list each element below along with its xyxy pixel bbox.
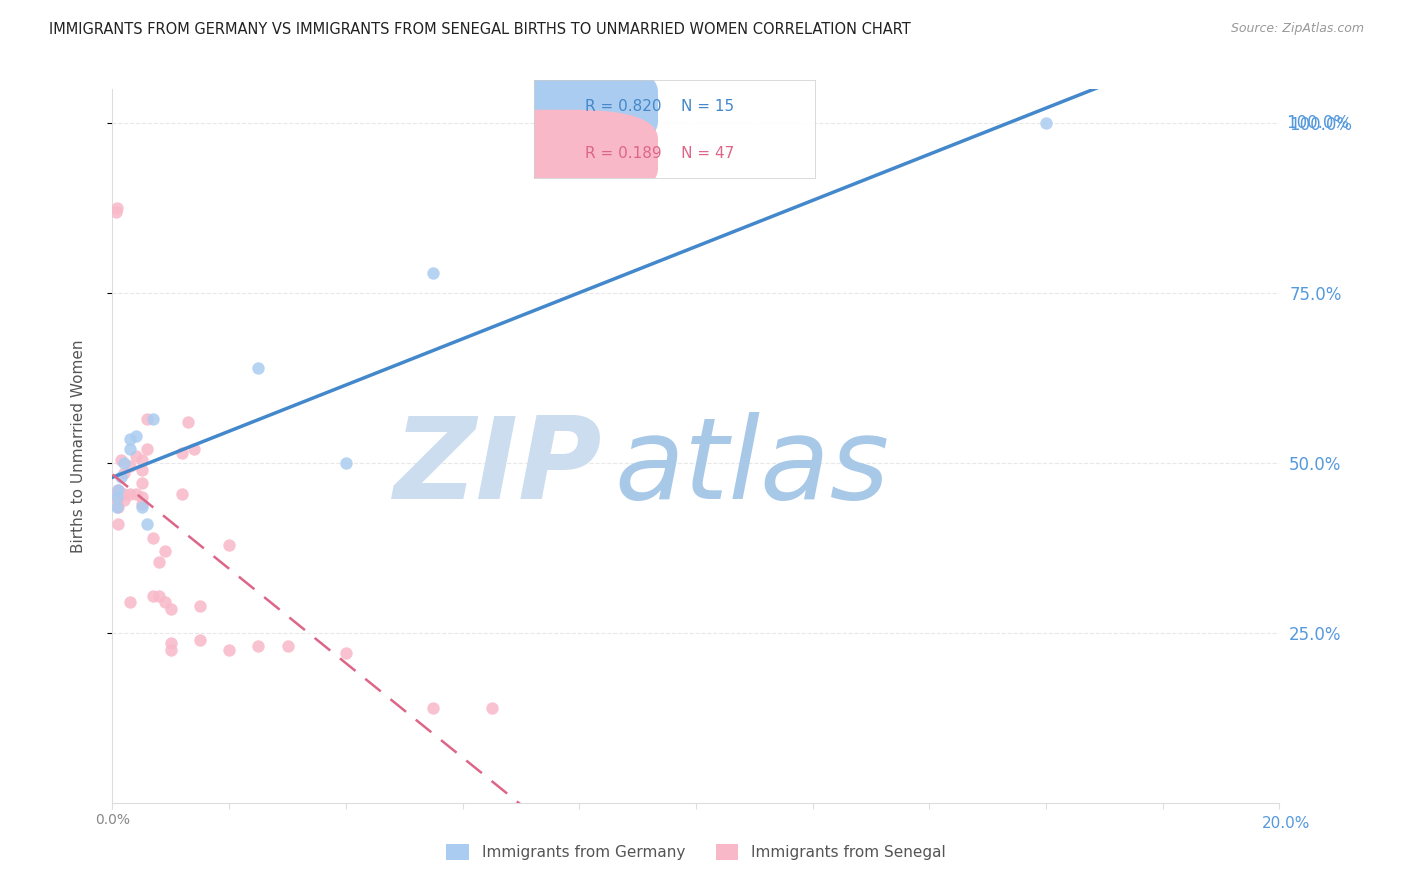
- Point: [118, 486, 141, 500]
- Point: [125, 449, 148, 463]
- Point: [148, 589, 170, 603]
- Point: [112, 493, 135, 508]
- Text: IMMIGRANTS FROM GERMANY VS IMMIGRANTS FROM SENEGAL BIRTHS TO UNMARRIED WOMEN COR: IMMIGRANTS FROM GERMANY VS IMMIGRANTS FR…: [49, 22, 911, 37]
- Point: [131, 476, 153, 491]
- Text: 100.0%: 100.0%: [1286, 114, 1350, 132]
- Point: [105, 493, 128, 508]
- Point: [104, 486, 127, 500]
- Point: [131, 490, 153, 504]
- Text: atlas: atlas: [614, 412, 890, 523]
- Point: [107, 483, 129, 498]
- Point: [153, 595, 176, 609]
- Point: [105, 490, 128, 504]
- FancyBboxPatch shape: [456, 110, 658, 198]
- Point: [107, 500, 129, 515]
- Point: [110, 469, 132, 483]
- Text: ZIP: ZIP: [394, 412, 603, 523]
- Point: [148, 555, 170, 569]
- Point: [107, 483, 129, 498]
- Point: [160, 636, 183, 650]
- Point: [136, 517, 159, 532]
- Point: [131, 497, 153, 511]
- Point: [105, 201, 128, 215]
- Point: [481, 700, 503, 714]
- Point: [188, 632, 211, 647]
- Point: [118, 595, 141, 609]
- Point: [218, 537, 240, 551]
- Point: [160, 602, 183, 616]
- Point: [188, 599, 211, 613]
- Point: [142, 589, 165, 603]
- Point: [118, 459, 141, 474]
- Point: [125, 429, 148, 443]
- Point: [118, 442, 141, 457]
- Point: [422, 266, 444, 280]
- Point: [422, 700, 444, 714]
- Point: [247, 360, 270, 375]
- Point: [1035, 116, 1057, 130]
- Legend: Immigrants from Germany, Immigrants from Senegal: Immigrants from Germany, Immigrants from…: [440, 838, 952, 866]
- Point: [104, 204, 127, 219]
- Text: Source: ZipAtlas.com: Source: ZipAtlas.com: [1230, 22, 1364, 36]
- Point: [276, 640, 298, 654]
- Text: 20.0%: 20.0%: [1263, 816, 1310, 830]
- Point: [172, 446, 194, 460]
- Point: [131, 500, 153, 515]
- Point: [335, 456, 357, 470]
- Point: [118, 432, 141, 446]
- Point: [172, 486, 194, 500]
- Point: [335, 646, 357, 660]
- Point: [107, 517, 129, 532]
- Point: [142, 412, 165, 426]
- Point: [131, 463, 153, 477]
- Point: [218, 643, 240, 657]
- Point: [131, 452, 153, 467]
- Point: [247, 640, 270, 654]
- Point: [112, 466, 135, 480]
- Point: [136, 412, 159, 426]
- Point: [125, 486, 148, 500]
- Point: [153, 544, 176, 558]
- Point: [112, 456, 135, 470]
- Point: [110, 452, 132, 467]
- Y-axis label: Births to Unmarried Women: Births to Unmarried Women: [72, 339, 86, 553]
- Point: [177, 415, 200, 429]
- Point: [142, 531, 165, 545]
- Point: [105, 500, 128, 515]
- Point: [136, 442, 159, 457]
- Point: [112, 486, 135, 500]
- Point: [160, 643, 183, 657]
- Text: R = 0.820    N = 15: R = 0.820 N = 15: [585, 99, 734, 114]
- Point: [183, 442, 205, 457]
- Text: R = 0.189    N = 47: R = 0.189 N = 47: [585, 146, 734, 161]
- FancyBboxPatch shape: [456, 62, 658, 151]
